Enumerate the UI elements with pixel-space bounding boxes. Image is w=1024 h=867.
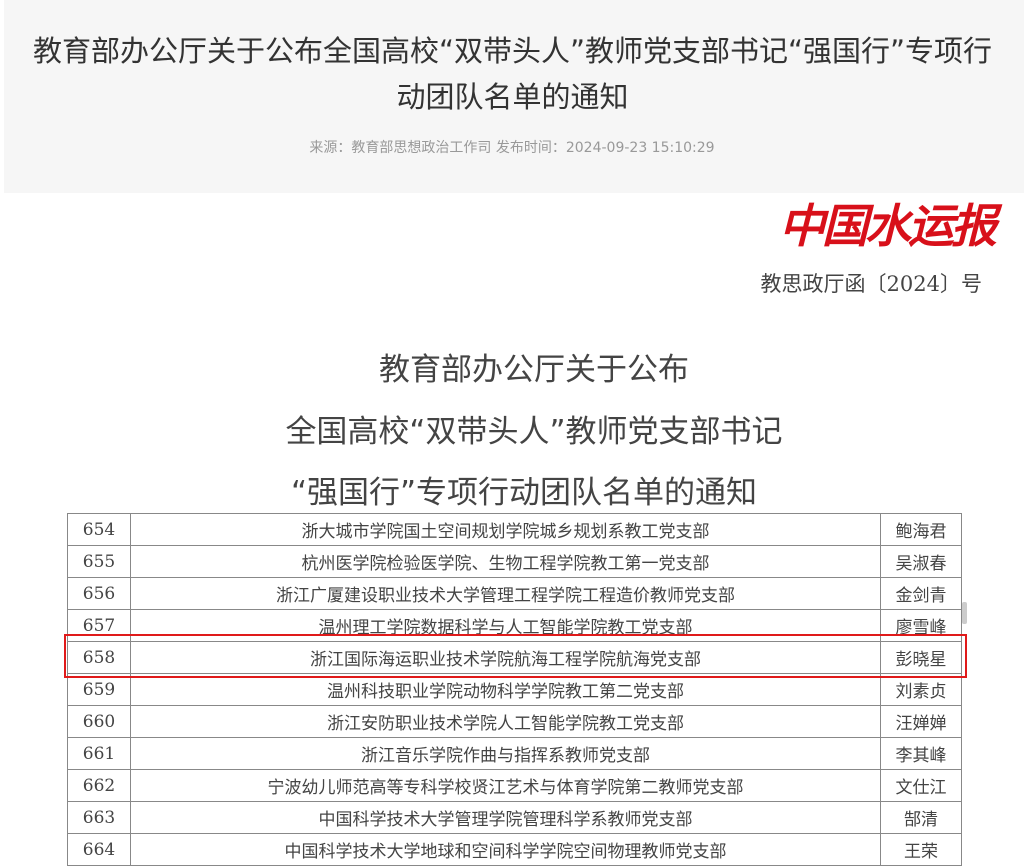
article-meta: 来源：教育部思想政治工作司 发布时间：2024-09-23 15:10:29: [309, 140, 715, 156]
branch-name: 浙江广厦建设职业技术大学管理工程学院工程造价教师党支部: [130, 577, 881, 610]
person-name: 刘素贞: [880, 673, 962, 706]
table-row: 655 杭州医学院检验医学院、生物工程学院教工第一党支部 吴淑春: [67, 545, 962, 578]
team-list-body: 654 浙大城市学院国土空间规划学院城乡规划系教工党支部 鲍海君 655 杭州医学院检验…: [67, 513, 962, 866]
branch-name: 中国科学技术大学地球和空间科学学院空间物理教师党支部: [130, 833, 881, 866]
article-title: 教育部办公厅关于公布全国高校“双带头人”教师党支部书记“强国行”专项行动团队名单…: [32, 34, 993, 114]
table-row: 662 宁波幼儿师范高等专科学校贤江艺术与体育学院第二教师党支部 文仕江: [67, 769, 962, 802]
document-heading-line-1: 教育部办公厅关于公布: [379, 352, 689, 388]
team-list-table: 654 浙大城市学院国土空间规划学院城乡规划系教工党支部 鲍海君 655 杭州医学院检验…: [67, 513, 962, 866]
article-header: [4, 0, 1024, 193]
table-row: 659 温州科技职业学院动物科学学院教工第二党支部 刘素贞: [67, 673, 962, 706]
document-heading-line-3: “强国行”专项行动团队名单的通知: [290, 475, 758, 511]
table-row: 654 浙大城市学院国土空间规划学院城乡规划系教工党支部 鲍海君: [67, 513, 962, 546]
branch-name: 温州理工学院数据科学与人工智能学院教工党支部: [130, 609, 881, 642]
person-name: 吴淑春: [880, 545, 962, 578]
table-row: 660 浙江安防职业技术学院人工智能学院教工党支部 汪婵婵: [67, 705, 962, 738]
document-number: 教思政厅函〔2024〕号: [760, 272, 982, 296]
person-name: 廖雪峰: [880, 609, 962, 642]
branch-name: 宁波幼儿师范高等专科学校贤江艺术与体育学院第二教师党支部: [130, 769, 881, 802]
person-name: 郜清: [880, 801, 962, 834]
branch-name: 浙江国际海运职业技术学院航海工程学院航海党支部: [130, 641, 881, 674]
branch-name: 浙江音乐学院作曲与指挥系教师党支部: [130, 737, 881, 770]
document-heading-line-2: 全国高校“双带头人”教师党支部书记: [285, 414, 783, 450]
row-number: 661: [67, 737, 131, 770]
watermark-logo: 中国水运报: [779, 199, 997, 253]
branch-name: 杭州医学院检验医学院、生物工程学院教工第一党支部: [130, 545, 881, 578]
person-name: 王荣: [880, 833, 962, 866]
highlight-box: [64, 634, 967, 678]
table-row: 661 浙江音乐学院作曲与指挥系教师党支部 李其峰: [67, 737, 962, 770]
row-number: 655: [67, 545, 131, 578]
person-name: 李其峰: [880, 737, 962, 770]
branch-name: 浙大城市学院国土空间规划学院城乡规划系教工党支部: [130, 513, 881, 546]
row-number: 660: [67, 705, 131, 738]
table-row: 657 温州理工学院数据科学与人工智能学院教工党支部 廖雪峰: [67, 609, 962, 642]
row-number: 662: [67, 769, 131, 802]
person-name: 鲍海君: [880, 513, 962, 546]
person-name: 文仕江: [880, 769, 962, 802]
table-row: 664 中国科学技术大学地球和空间科学学院空间物理教师党支部 王荣: [67, 833, 962, 866]
branch-name: 温州科技职业学院动物科学学院教工第二党支部: [130, 673, 881, 706]
person-name: 金剑青: [880, 577, 962, 610]
row-number: 664: [67, 833, 131, 866]
table-row: 658 浙江国际海运职业技术学院航海工程学院航海党支部 彭晓星: [67, 641, 962, 674]
branch-name: 中国科学技术大学管理学院管理科学系教师党支部: [130, 801, 881, 834]
person-name: 彭晓星: [880, 641, 962, 674]
scrollbar[interactable]: [962, 602, 967, 624]
row-number: 657: [67, 609, 131, 642]
row-number: 654: [67, 513, 131, 546]
row-number: 656: [67, 577, 131, 610]
person-name: 汪婵婵: [880, 705, 962, 738]
row-number: 663: [67, 801, 131, 834]
table-row: 656 浙江广厦建设职业技术大学管理工程学院工程造价教师党支部 金剑青: [67, 577, 962, 610]
row-number: 659: [67, 673, 131, 706]
branch-name: 浙江安防职业技术学院人工智能学院教工党支部: [130, 705, 881, 738]
table-row: 663 中国科学技术大学管理学院管理科学系教师党支部 郜清: [67, 801, 962, 834]
